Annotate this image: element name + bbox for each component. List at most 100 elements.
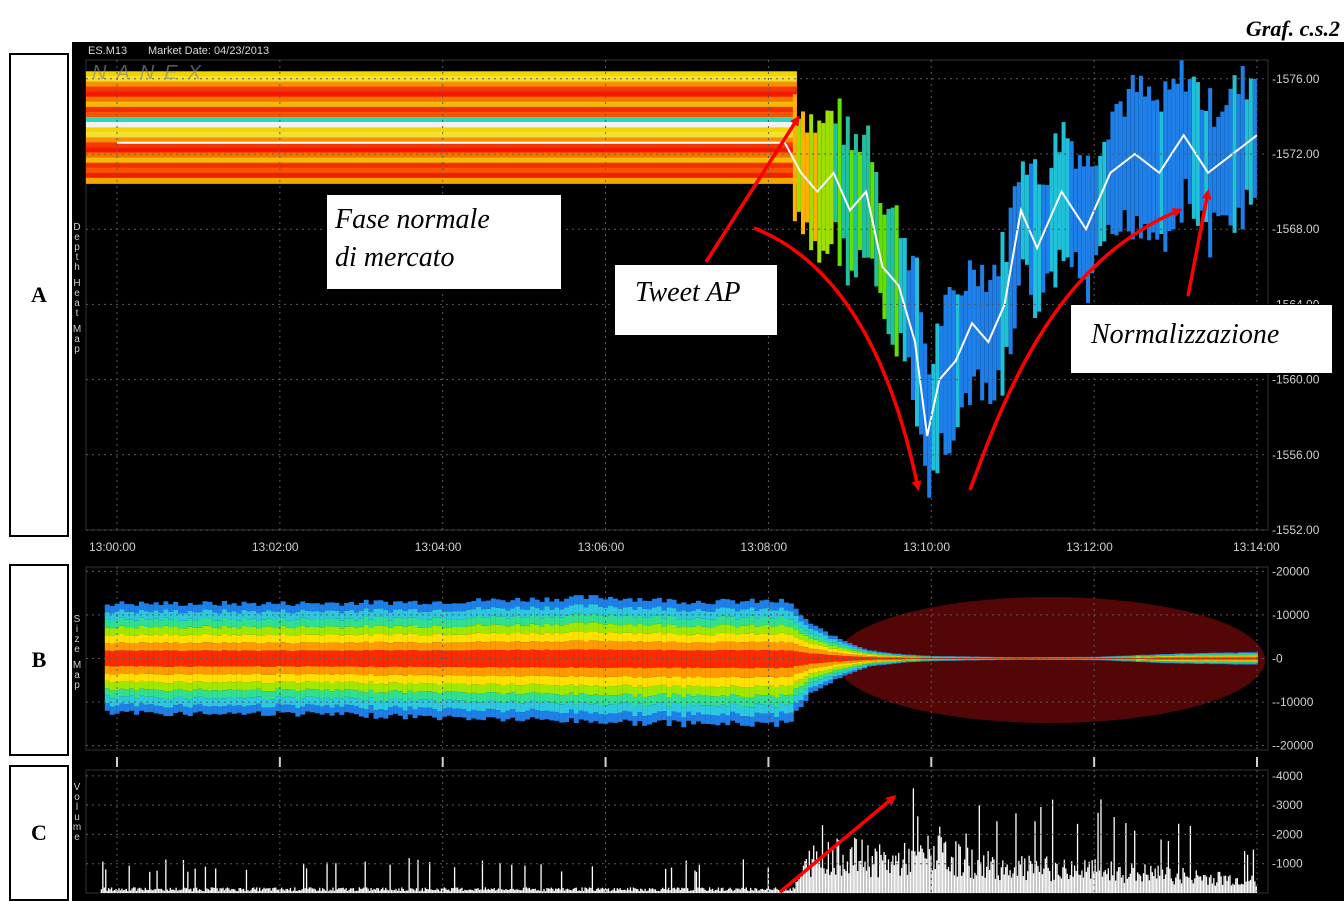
size-band bbox=[881, 656, 887, 658]
heat-column bbox=[1073, 168, 1078, 253]
size-band bbox=[715, 687, 721, 697]
size-band bbox=[319, 682, 325, 691]
size-band bbox=[222, 642, 228, 651]
size-band bbox=[871, 659, 877, 661]
size-band bbox=[1228, 656, 1234, 658]
size-band bbox=[256, 681, 262, 689]
size-band bbox=[1150, 659, 1156, 661]
size-band bbox=[119, 673, 125, 682]
heat-column bbox=[1037, 184, 1042, 312]
size-band bbox=[735, 611, 741, 620]
volume-bar bbox=[631, 890, 633, 893]
size-band bbox=[1223, 655, 1229, 656]
size-band bbox=[798, 700, 804, 708]
volume-bar bbox=[225, 888, 227, 893]
size-band bbox=[378, 633, 384, 642]
size-band bbox=[847, 658, 853, 661]
volume-bar bbox=[1123, 882, 1126, 893]
size-band bbox=[295, 666, 301, 676]
size-band bbox=[788, 685, 794, 695]
size-band bbox=[393, 697, 399, 706]
volume-bar bbox=[1138, 874, 1140, 893]
size-band bbox=[656, 711, 662, 721]
size-band bbox=[906, 656, 912, 657]
size-band bbox=[720, 658, 726, 668]
size-band bbox=[1164, 662, 1170, 664]
size-band bbox=[490, 692, 496, 701]
volume-bar bbox=[820, 867, 822, 893]
volume-bar bbox=[915, 855, 917, 893]
size-band bbox=[124, 673, 130, 682]
size-band bbox=[500, 685, 506, 695]
size-band bbox=[857, 656, 863, 659]
size-band bbox=[862, 650, 868, 652]
size-band bbox=[417, 658, 423, 667]
size-band bbox=[1160, 661, 1166, 663]
size-band bbox=[671, 633, 677, 642]
size-band bbox=[427, 666, 433, 675]
side-title-letter: S bbox=[74, 614, 81, 625]
heat-column bbox=[1248, 78, 1253, 205]
size-band bbox=[109, 658, 115, 667]
volume-bar bbox=[389, 864, 391, 893]
volume-bar bbox=[572, 888, 574, 893]
volume-bar bbox=[190, 888, 192, 893]
side-title-letter: z bbox=[75, 634, 80, 645]
size-band bbox=[212, 643, 218, 651]
volume-bar bbox=[1197, 875, 1199, 893]
panel-c-area bbox=[85, 769, 1269, 894]
size-band bbox=[700, 602, 706, 611]
size-band bbox=[588, 595, 594, 605]
volume-bar bbox=[464, 889, 466, 893]
size-band bbox=[295, 658, 301, 667]
volume-bar bbox=[147, 889, 149, 893]
size-band bbox=[1194, 660, 1200, 662]
size-band bbox=[314, 650, 320, 659]
heat-column bbox=[853, 134, 858, 278]
y-tick-label: -1552.00 bbox=[1272, 523, 1320, 537]
size-band bbox=[769, 610, 775, 619]
size-band bbox=[832, 658, 838, 662]
size-band bbox=[896, 656, 902, 658]
volume-bar bbox=[310, 887, 312, 893]
heat-column bbox=[878, 203, 883, 293]
size-band bbox=[632, 642, 638, 651]
heat-column bbox=[1053, 133, 1058, 288]
volume-bar bbox=[852, 865, 854, 893]
volume-bar bbox=[351, 888, 353, 893]
size-band bbox=[471, 609, 477, 618]
size-band bbox=[456, 683, 462, 692]
size-band bbox=[617, 712, 623, 722]
size-band bbox=[407, 617, 413, 626]
volume-bar bbox=[1098, 870, 1101, 893]
size-band bbox=[446, 627, 452, 636]
volume-bar bbox=[511, 864, 513, 893]
volume-bar bbox=[516, 889, 519, 893]
size-band bbox=[314, 705, 320, 714]
size-band bbox=[642, 600, 648, 609]
size-band bbox=[651, 704, 657, 714]
size-band bbox=[735, 695, 741, 705]
size-band bbox=[852, 654, 858, 657]
size-band bbox=[593, 703, 599, 713]
volume-bar bbox=[988, 869, 991, 893]
size-band bbox=[412, 609, 418, 618]
volume-bar bbox=[898, 852, 900, 893]
size-band bbox=[578, 658, 584, 668]
size-band bbox=[627, 615, 633, 625]
size-band bbox=[217, 690, 223, 699]
size-band bbox=[598, 695, 604, 706]
size-band bbox=[754, 712, 760, 722]
volume-bar bbox=[556, 888, 558, 893]
size-band bbox=[588, 713, 594, 723]
size-band bbox=[217, 643, 223, 651]
size-band bbox=[705, 705, 711, 715]
size-band bbox=[314, 619, 320, 627]
size-band bbox=[427, 627, 433, 636]
size-band bbox=[1204, 652, 1210, 654]
size-band bbox=[627, 606, 633, 616]
size-band bbox=[324, 650, 330, 659]
size-band bbox=[119, 633, 125, 643]
size-band bbox=[441, 650, 447, 659]
size-band bbox=[1135, 657, 1141, 658]
